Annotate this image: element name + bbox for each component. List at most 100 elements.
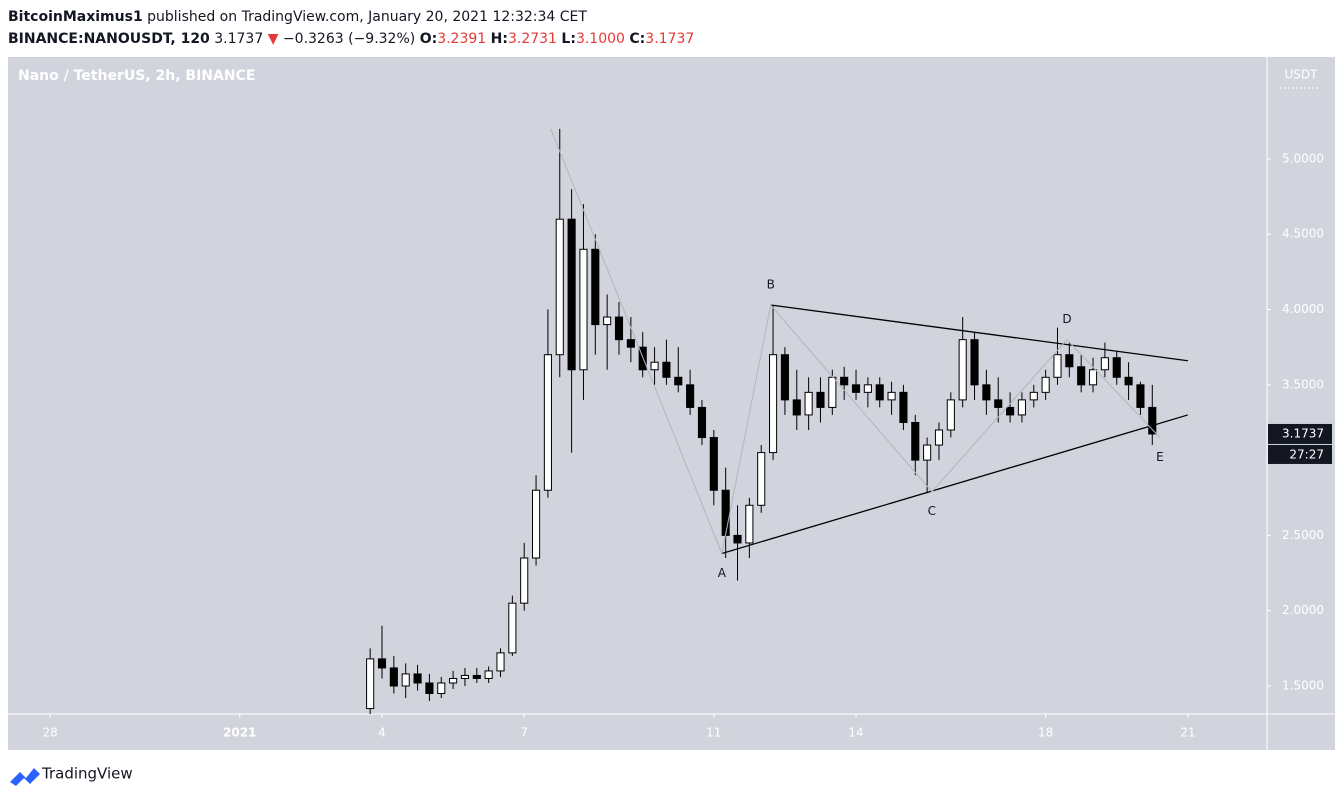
brand: TradingView (41, 765, 133, 783)
candle-body (934, 429, 944, 446)
y-tick-label: 5.0000 (1282, 151, 1324, 165)
open-label: O: (420, 31, 438, 47)
change-arrow: ▼ (268, 31, 279, 47)
wave-label: E (1156, 450, 1164, 464)
candle-body (449, 677, 458, 684)
candle-body (532, 489, 541, 559)
candle-body (1112, 357, 1121, 378)
candle-body (946, 399, 955, 431)
candle-body (769, 354, 778, 454)
candle-body (603, 316, 612, 326)
y-tick-label: 4.0000 (1282, 302, 1324, 316)
candle-body (828, 376, 837, 408)
candle-body (366, 658, 375, 710)
wave-label: B (767, 278, 775, 292)
wave-zigzag (550, 128, 1161, 556)
candle-body (697, 406, 707, 439)
candle-body (591, 248, 600, 326)
candle-body (508, 602, 517, 654)
published: published on TradingView.com, January 20… (147, 9, 587, 25)
change: −0.3263 (−9.32%) (283, 31, 415, 47)
candle-body (792, 399, 801, 416)
candle-body (662, 361, 671, 378)
candle-body (1006, 406, 1015, 416)
candle-body (389, 667, 398, 687)
high: 3.2731 (508, 31, 557, 47)
close-label: C: (629, 31, 645, 47)
trendline (721, 414, 1189, 555)
candle-body (555, 218, 564, 356)
candle-body (472, 674, 481, 679)
y-tick-label: 1.5000 (1282, 678, 1324, 692)
candle-body (638, 346, 647, 371)
y-tick-label: 2.5000 (1282, 528, 1324, 542)
low: 3.1000 (576, 31, 625, 47)
currency: USDT (1285, 68, 1319, 82)
x-tick-label: 2021 (223, 726, 256, 740)
candle-body (1100, 357, 1109, 371)
countdown: 27:27 (1289, 447, 1324, 461)
candle-body (780, 354, 789, 401)
trendline (770, 304, 1188, 362)
candle-body (1148, 406, 1157, 435)
candle-body (1088, 369, 1098, 386)
high-label: H: (491, 31, 508, 47)
x-tick-label: 4 (378, 726, 386, 740)
candle-body (875, 384, 884, 401)
candle-body (970, 339, 979, 386)
logo-mark (10, 768, 40, 786)
candle-body (911, 421, 920, 461)
x-tick-label: 21 (1180, 726, 1195, 740)
candle-body (674, 376, 683, 386)
candle-body (650, 361, 659, 371)
candle-body (413, 673, 422, 684)
candle-body (923, 444, 932, 461)
candle-body (567, 218, 576, 371)
candle-body (840, 376, 849, 386)
candle-body (851, 384, 861, 393)
low-label: L: (561, 31, 576, 47)
candle-body (887, 391, 896, 401)
candle-body (437, 682, 446, 695)
candle-body (401, 673, 410, 687)
candle-body (460, 674, 470, 679)
x-tick-label: 18 (1038, 726, 1053, 740)
candle-body (958, 339, 967, 401)
candle-body (733, 534, 742, 544)
candle-body (377, 658, 387, 669)
candle-body (614, 316, 624, 341)
countdown-box (1268, 444, 1332, 464)
last-price: 3.1737 (214, 31, 263, 47)
candle-body (745, 504, 754, 544)
candle-body (863, 384, 872, 393)
wave-label: A (718, 566, 727, 580)
candle-body (1077, 366, 1086, 386)
close: 3.1737 (645, 31, 694, 47)
last-price-box (1268, 423, 1332, 444)
open: 3.2391 (437, 31, 486, 47)
candle-body (520, 557, 529, 604)
symbol: BINANCE:NANOUSDT, 120 (8, 31, 210, 47)
candle-body (994, 399, 1003, 408)
candle-body (757, 452, 766, 506)
candle-body (496, 652, 505, 672)
candle-body (484, 670, 493, 679)
candle-body (899, 391, 908, 423)
wave-label: C (928, 504, 936, 518)
y-tick-label: 2.0000 (1282, 603, 1324, 617)
candle-body (1053, 354, 1062, 378)
candle-body (804, 391, 813, 416)
chart-background (8, 57, 1335, 750)
last-price-label: 3.1737 (1282, 426, 1324, 440)
y-tick-label: 4.5000 (1282, 227, 1324, 241)
x-tick-label: 28 (43, 726, 58, 740)
x-tick-label: 14 (848, 726, 863, 740)
x-tick-label: 11 (706, 726, 721, 740)
candle-body (1136, 384, 1145, 408)
candle-body (1065, 354, 1074, 368)
header-line-1: BitcoinMaximus1 published on TradingView… (8, 9, 587, 25)
candle-body (1041, 376, 1050, 393)
candle-body (1124, 376, 1133, 386)
y-tick-label: 3.5000 (1282, 377, 1324, 391)
